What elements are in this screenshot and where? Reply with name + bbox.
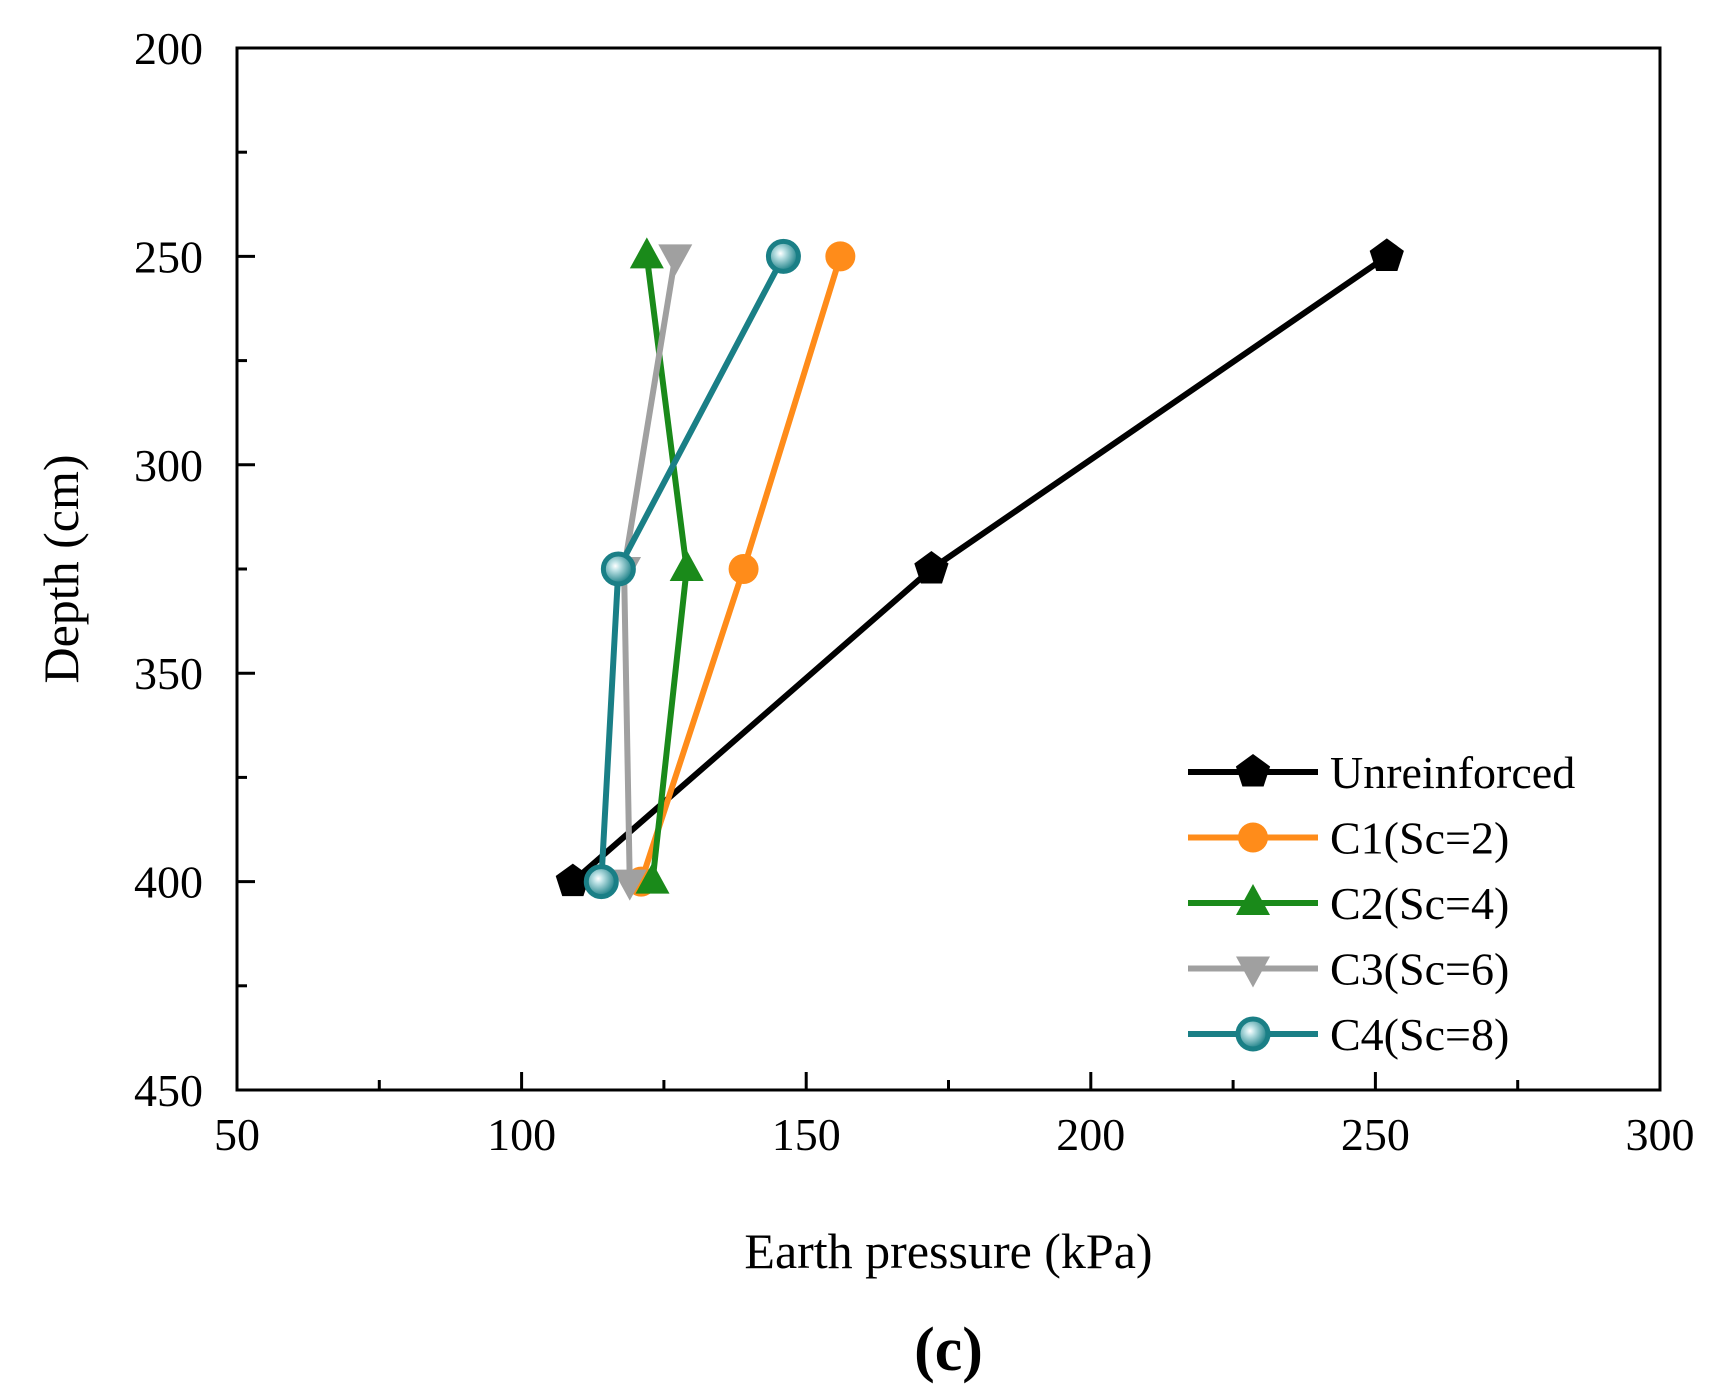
legend-label: Unreinforced bbox=[1330, 747, 1575, 798]
x-axis-title: Earth pressure (kPa) bbox=[744, 1223, 1152, 1279]
data-point bbox=[583, 864, 619, 900]
legend-item: C2(Sc=4) bbox=[1188, 878, 1509, 929]
legend-marker bbox=[1236, 884, 1270, 915]
data-point bbox=[728, 554, 759, 584]
x-axis: 50 100 150 200 250 300 bbox=[214, 1072, 1695, 1160]
panel-label: (c) bbox=[914, 1316, 983, 1384]
y-axis: 200 250 300 350 400 450 bbox=[134, 23, 255, 1116]
legend-label: C2(Sc=4) bbox=[1330, 878, 1509, 929]
data-point bbox=[629, 237, 664, 269]
legend-marker bbox=[1235, 1016, 1271, 1052]
data-point bbox=[555, 863, 590, 897]
legend-marker bbox=[1235, 754, 1271, 787]
series-C4(Sc=8) bbox=[583, 238, 801, 900]
x-tick-label: 150 bbox=[772, 1109, 841, 1160]
y-tick-label: 250 bbox=[134, 231, 203, 282]
data-point bbox=[825, 241, 856, 272]
x-tick-label: 50 bbox=[214, 1109, 260, 1160]
legend-marker bbox=[1238, 822, 1268, 853]
legend-label: C3(Sc=6) bbox=[1330, 944, 1509, 995]
y-tick-label: 200 bbox=[134, 23, 203, 74]
series-Unreinforced bbox=[555, 238, 1404, 897]
series-layer bbox=[555, 237, 1404, 901]
y-tick-label: 450 bbox=[134, 1065, 203, 1116]
legend-item: C1(Sc=2) bbox=[1188, 813, 1509, 864]
x-tick-label: 200 bbox=[1056, 1109, 1125, 1160]
x-tick-label: 100 bbox=[487, 1109, 556, 1160]
data-point bbox=[612, 869, 647, 901]
legend-label: C1(Sc=2) bbox=[1330, 813, 1509, 864]
data-point bbox=[765, 238, 801, 274]
x-tick-label: 300 bbox=[1626, 1109, 1695, 1160]
y-tick-label: 300 bbox=[134, 440, 203, 491]
legend-label: C4(Sc=8) bbox=[1330, 1009, 1509, 1060]
data-point bbox=[600, 551, 636, 587]
data-point bbox=[658, 244, 693, 276]
legend-marker bbox=[1236, 956, 1270, 988]
y-tick-label: 400 bbox=[134, 857, 203, 908]
legend-item: C4(Sc=8) bbox=[1188, 1009, 1509, 1060]
y-axis-title: Depth (cm) bbox=[33, 454, 89, 683]
legend: Unreinforced C1(Sc=2) C2(Sc=4) C3(Sc=6) C4(S… bbox=[1188, 747, 1575, 1060]
x-tick-label: 250 bbox=[1341, 1109, 1410, 1160]
y-tick-label: 350 bbox=[134, 648, 203, 699]
plot-frame bbox=[235, 46, 1662, 1092]
data-point bbox=[914, 551, 949, 584]
legend-item: C3(Sc=6) bbox=[1188, 944, 1509, 995]
data-point bbox=[635, 862, 670, 894]
data-point bbox=[1369, 238, 1404, 271]
legend-item: Unreinforced bbox=[1188, 747, 1575, 798]
data-point bbox=[669, 550, 704, 581]
